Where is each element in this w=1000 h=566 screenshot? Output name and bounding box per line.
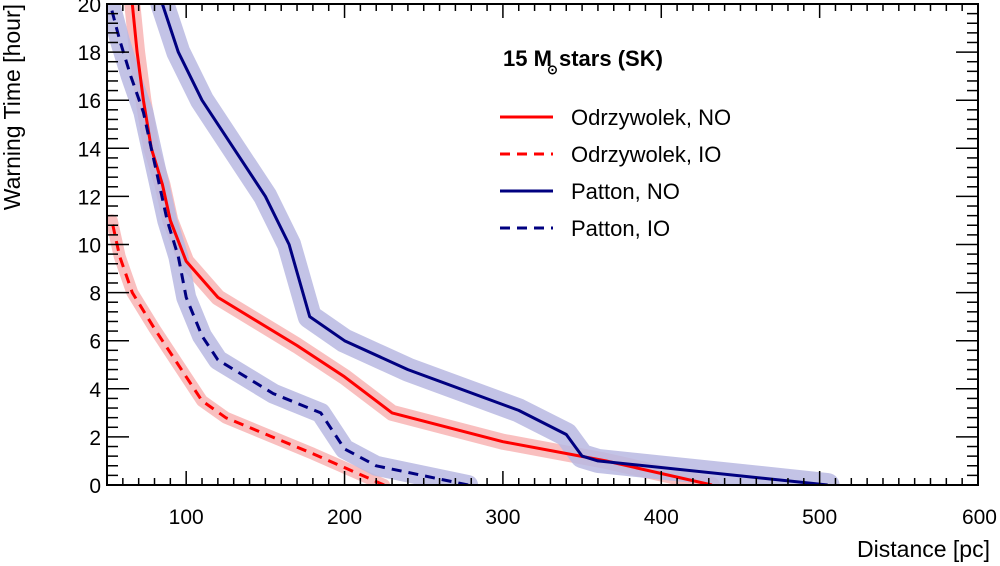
y-tick-label: 0: [89, 475, 101, 498]
y-tick-label: 20: [78, 0, 101, 17]
x-axis-title: Distance [pc]: [857, 536, 990, 562]
y-tick-label: 8: [89, 283, 101, 306]
axis-ticks: [107, 3, 979, 486]
legend-title: 15 M: [503, 46, 552, 71]
x-tick-label: 200: [327, 506, 362, 529]
legend: 15 M ⊙ stars (SK) Odrzywolek, NOOdrzywol…: [500, 46, 731, 241]
tick-labels: 0 2 4 6 8 10 12 14 16 18 20 100 200 300 400 500 600: [78, 0, 997, 529]
line-patton-no: [160, 4, 828, 485]
y-tick-label: 2: [89, 427, 101, 450]
legend-title-prefix: 15 M: [503, 46, 552, 71]
legend-items: Odrzywolek, NO Odrzywolek, IO Patton, NO Pa…: [500, 105, 731, 241]
y-axis-title: Warning Time [hour]: [0, 4, 25, 210]
y-tick-label: 6: [89, 331, 101, 354]
y-tick-label: 12: [78, 186, 101, 209]
line-patton-io: [108, 4, 469, 485]
legend-title-suffix: stars (SK): [559, 46, 663, 71]
series-lines: [108, 4, 828, 485]
x-tick-label: 500: [802, 506, 837, 529]
y-tick-label: 4: [89, 379, 101, 402]
legend-label-odrzywolek-no: Odrzywolek, NO: [571, 105, 731, 130]
y-tick-label: 14: [78, 138, 102, 161]
line-odrzywolek-io: [110, 220, 385, 485]
x-tick-label: 100: [169, 506, 204, 529]
x-tick-label: 300: [485, 506, 520, 529]
sun-symbol: ⊙: [547, 62, 558, 77]
y-tick-label: 18: [78, 42, 101, 65]
legend-label-patton-io: Patton, IO: [571, 216, 670, 241]
y-tick-label: 16: [78, 90, 101, 113]
y-tick-label: 10: [78, 235, 101, 258]
legend-label-patton-no: Patton, NO: [571, 179, 680, 204]
line-odrzywolek-no: [130, 4, 713, 485]
legend-label-odrzywolek-io: Odrzywolek, IO: [571, 142, 721, 167]
x-tick-label: 600: [962, 506, 997, 529]
x-tick-label: 400: [644, 506, 679, 529]
